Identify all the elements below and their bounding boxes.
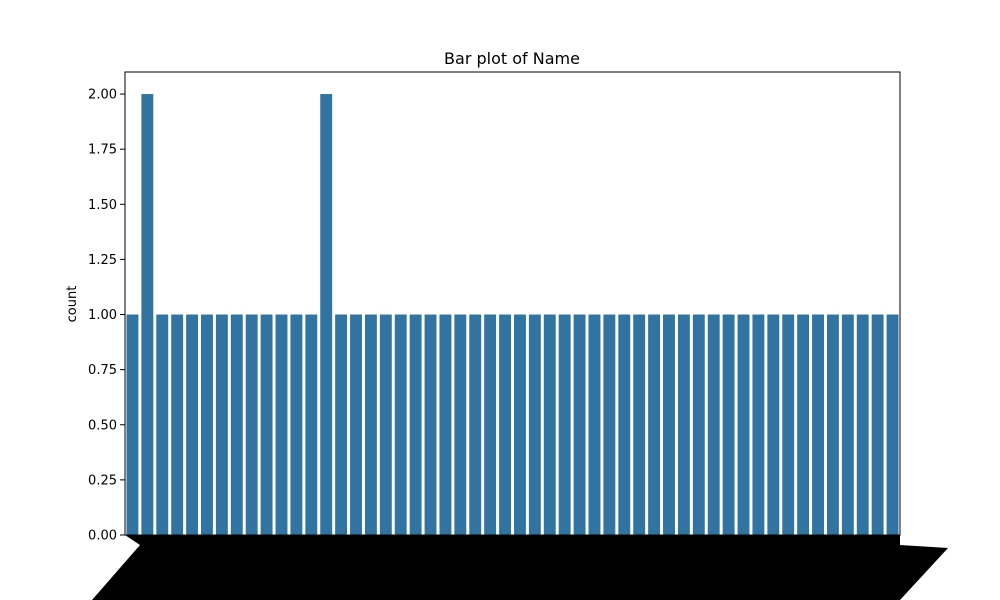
y-tick-label: 1.00 xyxy=(88,308,117,323)
x-axis-tick-labels xyxy=(92,535,948,600)
bar xyxy=(424,314,437,535)
plot-frame xyxy=(124,71,901,536)
bar xyxy=(648,314,661,535)
bar xyxy=(737,314,750,535)
bar xyxy=(215,314,228,535)
bar xyxy=(499,314,512,535)
bar xyxy=(752,314,765,535)
bar xyxy=(812,314,824,535)
bar xyxy=(171,314,184,535)
bar xyxy=(618,314,631,535)
bar xyxy=(513,314,526,535)
y-tick-label: 0.25 xyxy=(88,473,117,488)
bar xyxy=(722,314,735,535)
bar xyxy=(663,314,675,535)
bar xyxy=(156,314,169,535)
bar xyxy=(275,314,288,535)
bar xyxy=(633,314,646,535)
y-tick-label: 1.25 xyxy=(88,253,117,268)
bar xyxy=(886,314,899,535)
bar xyxy=(141,94,154,536)
y-tick-label: 1.50 xyxy=(88,198,117,213)
bar xyxy=(484,314,497,535)
bar xyxy=(692,314,705,535)
bar xyxy=(364,314,377,535)
bar xyxy=(439,314,452,535)
bar xyxy=(379,314,392,535)
bar xyxy=(677,314,690,535)
bar xyxy=(558,314,571,535)
bar xyxy=(588,314,601,535)
bar xyxy=(305,314,318,535)
bar xyxy=(290,314,303,535)
bars-group xyxy=(126,94,899,536)
bar xyxy=(335,314,348,535)
bar xyxy=(320,94,333,536)
bar xyxy=(543,314,556,535)
y-tick-label: 0.50 xyxy=(88,418,117,433)
bar xyxy=(394,314,407,535)
bar xyxy=(782,314,795,535)
y-tick-label: 1.75 xyxy=(88,143,117,158)
bar xyxy=(245,314,258,535)
bar xyxy=(856,314,869,535)
y-tick-label: 2.00 xyxy=(88,88,117,103)
bar xyxy=(841,314,854,535)
chart-title: Bar plot of Name xyxy=(444,49,580,68)
x-tick-label-band xyxy=(92,535,948,600)
y-axis-label: count xyxy=(65,286,80,323)
bar xyxy=(797,314,810,535)
bar xyxy=(230,314,243,535)
bar xyxy=(767,314,780,535)
bar xyxy=(186,314,199,535)
bar xyxy=(603,314,616,535)
bar xyxy=(871,314,884,535)
bar xyxy=(201,314,213,535)
bar xyxy=(126,314,139,535)
y-tick-label: 0.00 xyxy=(88,529,117,544)
bar xyxy=(469,314,482,535)
bar xyxy=(528,314,541,535)
bar xyxy=(409,314,422,535)
y-axis-ticks: 0.00 0.25 0.50 0.75 1.00 1.25 1.50 1.75 2.00 xyxy=(88,88,125,544)
bar xyxy=(350,314,362,535)
bar xyxy=(260,314,273,535)
bar xyxy=(826,314,839,535)
bar xyxy=(707,314,720,535)
bar xyxy=(454,314,467,535)
y-tick-label: 0.75 xyxy=(88,363,117,378)
bar xyxy=(573,314,586,535)
